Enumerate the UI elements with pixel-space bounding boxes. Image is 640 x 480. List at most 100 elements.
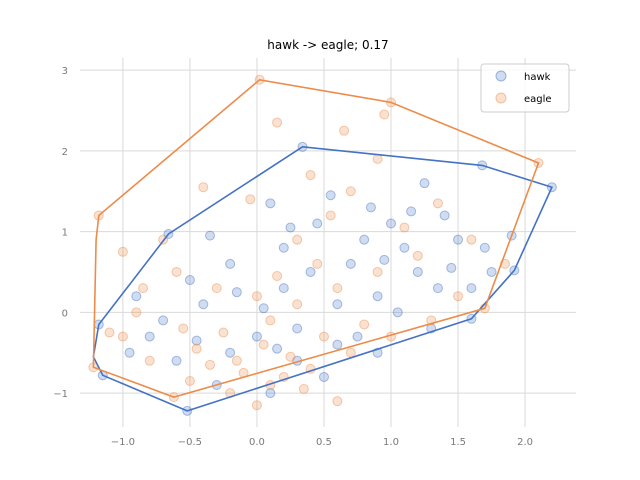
eagle-point bbox=[372, 153, 383, 164]
convex-hulls bbox=[92, 78, 554, 412]
hawk-point bbox=[191, 335, 202, 346]
hawk-point bbox=[158, 315, 169, 326]
legend-label-eagle: eagle bbox=[524, 94, 552, 105]
eagle-point bbox=[211, 283, 222, 294]
x-tick-label: −0.5 bbox=[178, 437, 202, 448]
eagle-point bbox=[131, 307, 142, 318]
eagle-point bbox=[138, 283, 149, 294]
eagle-point bbox=[117, 246, 128, 257]
eagle-point bbox=[184, 375, 195, 386]
hawk-point bbox=[453, 234, 464, 245]
hawk-point bbox=[352, 331, 363, 342]
hawk-point bbox=[225, 347, 236, 358]
hawk-point bbox=[399, 242, 410, 253]
eagle-point bbox=[178, 323, 189, 334]
hawk-point bbox=[171, 355, 182, 366]
scatter-points bbox=[88, 74, 557, 416]
legend-marker-hawk bbox=[495, 70, 507, 82]
eagle-point bbox=[205, 359, 216, 370]
eagle-point bbox=[412, 250, 423, 261]
eagle-point bbox=[117, 331, 128, 342]
eagle-point bbox=[466, 234, 477, 245]
x-tick-label: 1.0 bbox=[383, 437, 399, 448]
eagle-point bbox=[332, 396, 343, 407]
x-tick-label: −1.0 bbox=[111, 437, 135, 448]
y-tick-label: −1 bbox=[53, 389, 68, 400]
hawk-point bbox=[305, 266, 316, 277]
eagle-point bbox=[218, 327, 229, 338]
hawk-point bbox=[225, 258, 236, 269]
eagle-point bbox=[258, 339, 269, 350]
hawk-point bbox=[144, 331, 155, 342]
hawk-point bbox=[486, 266, 497, 277]
eagle-point bbox=[372, 266, 383, 277]
hawk-point bbox=[265, 198, 276, 209]
hawk-point bbox=[412, 266, 423, 277]
grid bbox=[80, 58, 576, 427]
hawk-point bbox=[198, 299, 209, 310]
hawk-point bbox=[392, 307, 403, 318]
eagle-point bbox=[305, 170, 316, 181]
hawk-point bbox=[479, 242, 490, 253]
y-tick-label: 3 bbox=[62, 66, 68, 77]
eagle-point bbox=[265, 315, 276, 326]
eagle-point bbox=[453, 291, 464, 302]
hawk-point bbox=[231, 287, 242, 298]
eagle-point bbox=[104, 327, 115, 338]
y-tick-label: 0 bbox=[62, 308, 68, 319]
eagle-point bbox=[251, 400, 262, 411]
hawk-point bbox=[272, 343, 283, 354]
hawk-point bbox=[184, 275, 195, 286]
eagle-point bbox=[312, 258, 323, 269]
hawk-point bbox=[386, 218, 397, 229]
hawk-point bbox=[285, 222, 296, 233]
hawk-point bbox=[251, 331, 262, 342]
eagle-point bbox=[198, 182, 209, 193]
hawk-point bbox=[318, 371, 329, 382]
eagle-point bbox=[144, 355, 155, 366]
y-tick-label: 2 bbox=[62, 147, 68, 158]
eagle-point bbox=[345, 186, 356, 197]
eagle-point bbox=[339, 125, 350, 136]
hawk-point bbox=[345, 258, 356, 269]
hawk-point bbox=[419, 178, 430, 189]
hawk-point bbox=[406, 206, 417, 217]
tick-labels: −1.0 −0.5 0.0 0.5 1.0 1.5 2.0 −1 0 1 2 3 bbox=[53, 66, 533, 448]
legend-marker-eagle bbox=[495, 92, 507, 104]
eagle-point bbox=[379, 109, 390, 120]
hawk-point bbox=[124, 347, 135, 358]
hawk-point bbox=[278, 242, 289, 253]
hawk-point bbox=[292, 323, 303, 334]
x-tick-label: 2.0 bbox=[517, 437, 533, 448]
hawk-point bbox=[205, 230, 216, 241]
eagle-point bbox=[251, 291, 262, 302]
legend-box bbox=[480, 63, 570, 113]
eagle-point bbox=[245, 194, 256, 205]
eagle-point bbox=[318, 331, 329, 342]
eagle-point bbox=[285, 351, 296, 362]
hawk-point bbox=[312, 218, 323, 229]
eagle-hull bbox=[92, 78, 540, 398]
chart-title: hawk -> eagle; 0.17 bbox=[267, 38, 388, 52]
eagle-point bbox=[292, 299, 303, 310]
hawk-point bbox=[379, 254, 390, 265]
hawk-point bbox=[432, 283, 443, 294]
eagle-point bbox=[292, 234, 303, 245]
hawk-point bbox=[365, 202, 376, 213]
eagle-point bbox=[359, 319, 370, 330]
hawk-point bbox=[265, 388, 276, 399]
eagle-point bbox=[272, 117, 283, 128]
eagle-point bbox=[432, 198, 443, 209]
legend: hawk eagle bbox=[480, 63, 570, 113]
hawk-point bbox=[325, 190, 336, 201]
hawk-point bbox=[372, 291, 383, 302]
hawk-point bbox=[258, 303, 269, 314]
eagle-point bbox=[191, 343, 202, 354]
legend-label-hawk: hawk bbox=[524, 72, 551, 83]
hawk-point bbox=[131, 291, 142, 302]
eagle-point bbox=[272, 271, 283, 282]
hawk-point bbox=[359, 234, 370, 245]
hawk-point bbox=[446, 262, 457, 273]
hawk-point bbox=[332, 299, 343, 310]
